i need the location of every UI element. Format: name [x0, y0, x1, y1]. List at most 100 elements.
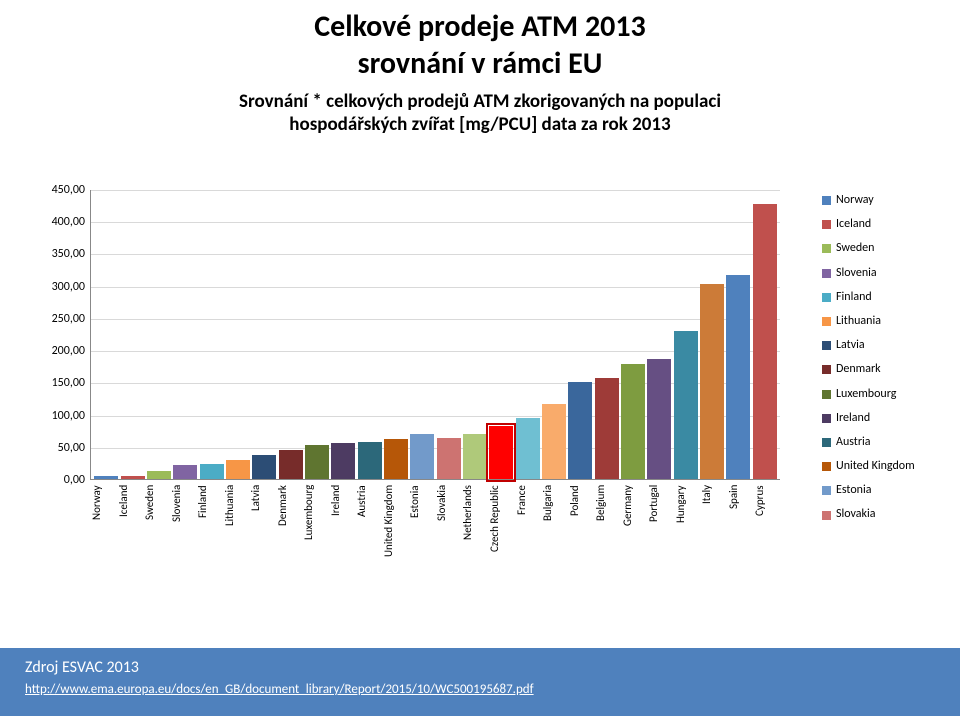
bar [94, 476, 118, 479]
legend-label: Slovenia [836, 264, 877, 283]
legend-label: Denmark [836, 360, 881, 379]
y-tick-label: 250,00 [30, 312, 85, 326]
bar [595, 378, 619, 479]
bar [173, 465, 197, 479]
x-tick-label: Latvia [249, 485, 276, 575]
bar [305, 445, 329, 479]
legend-label: Lithuania [836, 312, 881, 331]
legend-item: Lithuania [822, 312, 950, 331]
legend-label: Norway [836, 191, 874, 210]
x-tick-label: Hungary [674, 485, 701, 575]
legend-item: Luxembourg [822, 385, 950, 404]
bar [358, 442, 382, 479]
legend-label: Sweden [836, 239, 874, 258]
legend-swatch [822, 486, 831, 495]
x-tick-label: Iceland [117, 485, 144, 575]
bar [463, 434, 487, 479]
legend-swatch [822, 317, 831, 326]
x-tick-label: Finland [196, 485, 223, 575]
bar [121, 476, 145, 479]
legend-swatch [822, 438, 831, 447]
y-tick-label: 450,00 [30, 183, 85, 197]
legend-item: Slovakia [822, 505, 950, 524]
legend-item: Slovenia [822, 264, 950, 283]
legend-swatch [822, 269, 831, 278]
legend-item: Denmark [822, 360, 950, 379]
x-tick-label: Austria [355, 485, 382, 575]
y-tick-label: 150,00 [30, 376, 85, 390]
y-tick-label: 400,00 [30, 215, 85, 229]
legend-label: Iceland [836, 215, 871, 234]
legend-label: Slovakia [836, 505, 876, 524]
bar [200, 464, 224, 479]
legend-label: Latvia [836, 336, 865, 355]
y-tick-label: 100,00 [30, 409, 85, 423]
x-tick-label: Spain [727, 485, 754, 575]
legend-label: Ireland [836, 409, 870, 428]
y-tick-label: 0,00 [30, 473, 85, 487]
title-line1: Celkové prodeje ATM 2013 [0, 8, 960, 45]
footer-source: Zdroj ESVAC 2013 [25, 658, 935, 677]
bar [621, 364, 645, 479]
legend-label: Estonia [836, 481, 871, 500]
y-tick-label: 200,00 [30, 344, 85, 358]
bar [542, 404, 566, 479]
bar [279, 450, 303, 479]
legend-item: Iceland [822, 215, 950, 234]
subtitle-line1: Srovnání * celkových prodejů ATM zkorigo… [0, 90, 960, 113]
legend-swatch [822, 365, 831, 374]
x-tick-label: Bulgaria [541, 485, 568, 575]
x-tick-label: Denmark [276, 485, 303, 575]
bar [147, 471, 171, 479]
y-tick-label: 50,00 [30, 441, 85, 455]
legend: Norway Iceland Sweden Slovenia Finland Lithua… [822, 191, 950, 530]
x-tick-label: Germany [621, 485, 648, 575]
bar [331, 443, 355, 479]
legend-label: Austria [836, 433, 871, 452]
x-tick-label: Slovakia [435, 485, 462, 575]
legend-swatch [822, 244, 831, 253]
x-tick-label: Poland [568, 485, 595, 575]
legend-label: Luxembourg [836, 385, 896, 404]
bar [647, 359, 671, 480]
bar [252, 455, 276, 479]
x-tick-label: Sweden [143, 485, 170, 575]
x-tick-label: Netherlands [461, 485, 488, 575]
bar [489, 426, 513, 479]
footer: Zdroj ESVAC 2013 http://www.ema.europa.e… [0, 648, 960, 716]
footer-link[interactable]: http://www.ema.europa.eu/docs/en_GB/docu… [25, 682, 534, 697]
bar-chart: 0,00 50,00 100,00 150,00 200,00 250,00 300,00 3… [30, 190, 810, 570]
bar [516, 418, 540, 479]
title-line2: srovnání v rámci EU [0, 45, 960, 82]
legend-item: Norway [822, 191, 950, 210]
bar [726, 275, 750, 479]
bar [384, 439, 408, 479]
x-tick-label: United Kingdom [382, 485, 409, 575]
bar [568, 382, 592, 479]
x-tick-label: Belgium [594, 485, 621, 575]
legend-swatch [822, 341, 831, 350]
legend-swatch [822, 196, 831, 205]
bars-container [91, 190, 780, 479]
legend-item: Sweden [822, 239, 950, 258]
legend-swatch [822, 414, 831, 423]
bar [674, 331, 698, 479]
x-tick-label: Ireland [329, 485, 356, 575]
x-tick-label: Luxembourg [302, 485, 329, 575]
y-tick-label: 300,00 [30, 280, 85, 294]
legend-swatch [822, 390, 831, 399]
x-tick-label: Norway [90, 485, 117, 575]
legend-label: United Kingdom [836, 457, 915, 476]
legend-item: Latvia [822, 336, 950, 355]
x-tick-label: Cyprus [753, 485, 780, 575]
legend-item: Finland [822, 288, 950, 307]
legend-label: Finland [836, 288, 872, 307]
legend-swatch [822, 511, 831, 520]
bar [437, 438, 461, 479]
legend-item: Austria [822, 433, 950, 452]
bar [753, 204, 777, 479]
legend-swatch [822, 220, 831, 229]
plot-area [90, 190, 780, 480]
y-tick-label: 350,00 [30, 247, 85, 261]
x-tick-label: Czech Republic [488, 485, 515, 575]
